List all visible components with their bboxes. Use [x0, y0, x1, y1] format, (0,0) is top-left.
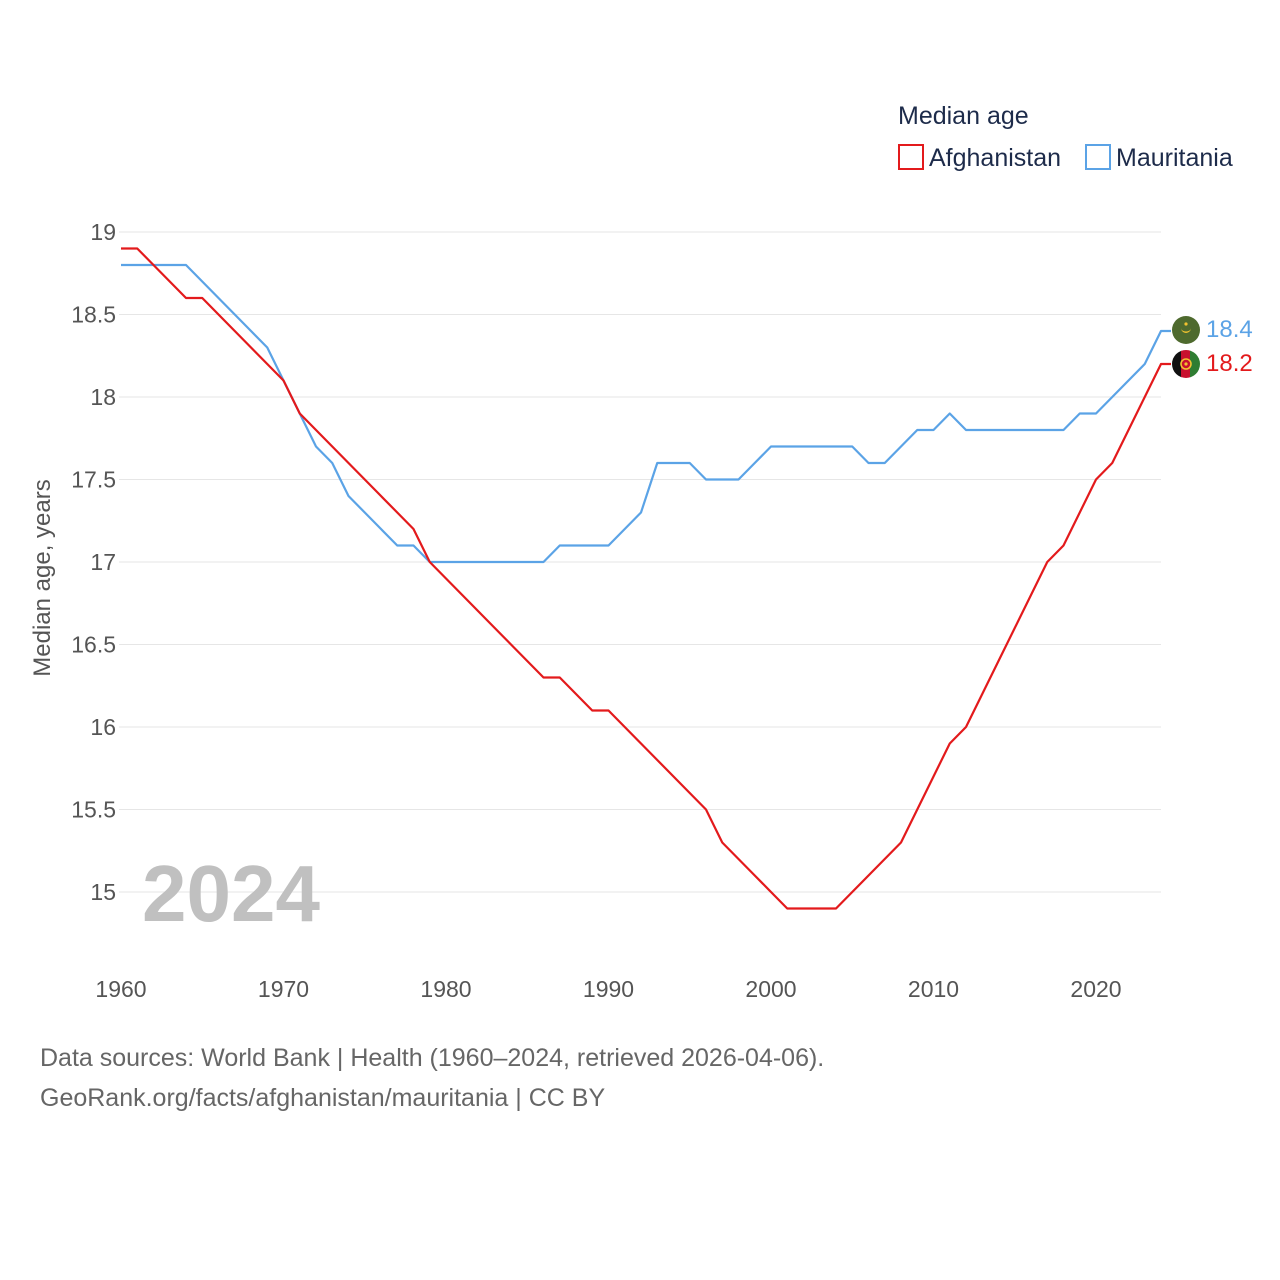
x-tick-label: 2010 [908, 976, 959, 1002]
end-label-mauritania: 18.4 [1206, 316, 1253, 343]
y-tick-label: 17 [90, 549, 116, 575]
y-tick-label: 19 [90, 219, 116, 245]
mauritania-flag-icon [1172, 316, 1200, 344]
y-tick-label: 15.5 [71, 797, 116, 823]
x-tick-label: 1960 [95, 976, 146, 1002]
series-line-afghanistan [121, 247, 1171, 910]
x-tick-label: 1970 [258, 976, 309, 1002]
y-tick-label: 18.5 [71, 302, 116, 328]
x-tick-label: 2020 [1070, 976, 1121, 1002]
y-tick-label: 18 [90, 384, 116, 410]
legend-label-mauritania: Mauritania [1116, 144, 1233, 172]
x-tick-label: 1980 [420, 976, 471, 1002]
y-tick-label: 17.5 [71, 467, 116, 493]
legend-title: Median age [898, 102, 1029, 130]
legend-swatch-afghanistan [898, 144, 924, 170]
end-label-afghanistan: 18.2 [1206, 350, 1253, 377]
current-year-label: 2024 [142, 849, 320, 938]
gridlines [119, 231, 1161, 893]
x-tick-label: 2000 [745, 976, 796, 1002]
legend: Median age Afghanistan Mauritania [898, 102, 1233, 172]
y-axis-label: Median age, years [29, 479, 56, 676]
legend-item-afghanistan[interactable]: Afghanistan [898, 144, 1061, 172]
y-tick-label: 16 [90, 714, 116, 740]
legend-swatch-mauritania [1085, 144, 1111, 170]
end-markers: 18.4 18.2 [1172, 316, 1253, 378]
x-axis-ticks: 1960 1970 1980 1990 2000 2010 2020 [95, 976, 1121, 1002]
median-age-chart: Median age Afghanistan Mauritania 19 18.5… [29, 102, 1253, 1002]
legend-item-mauritania[interactable]: Mauritania [1085, 144, 1233, 172]
footer-link[interactable]: GeoRank.org/facts/afghanistan/mauritania… [40, 1084, 606, 1112]
footer-sources: Data sources: World Bank | Health (1960–… [40, 1044, 825, 1072]
y-tick-label: 15 [90, 879, 116, 905]
legend-label-afghanistan: Afghanistan [929, 144, 1061, 172]
x-tick-label: 1990 [583, 976, 634, 1002]
series-line-mauritania [121, 263, 1171, 564]
series-lines [121, 247, 1171, 910]
y-tick-label: 16.5 [71, 632, 116, 658]
afghanistan-flag-icon [1172, 350, 1200, 378]
y-axis-ticks: 19 18.5 18 17.5 17 16.5 16 15.5 15 [71, 219, 116, 905]
